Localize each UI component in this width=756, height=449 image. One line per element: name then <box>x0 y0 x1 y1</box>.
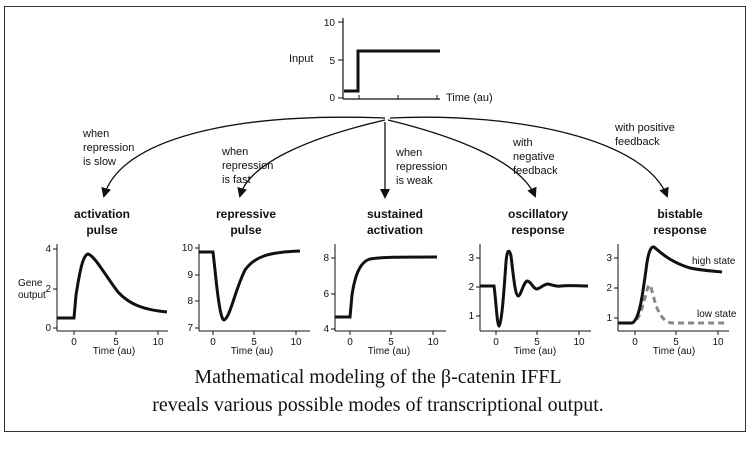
p2-xtick-10: 10 <box>290 337 302 348</box>
branch-arrows <box>101 116 669 199</box>
p3-x-label: Time (au) <box>368 346 410 357</box>
p2-curve <box>199 249 301 322</box>
arrow-activation-pulse <box>101 116 386 198</box>
panel-5-title-1: bistable <box>657 207 703 221</box>
p3-xtick-0: 0 <box>347 337 353 348</box>
figure-frame <box>4 6 746 432</box>
p1-y-label-1: Gene <box>18 278 43 289</box>
branch-label-4: with negative feedback <box>512 137 558 177</box>
p1-curve <box>57 252 168 320</box>
branch-1-line-1: when <box>82 128 109 140</box>
branch-label-5: with positive feedback <box>614 122 675 148</box>
p5-x-label: Time (au) <box>653 346 695 357</box>
p5-ytick-3: 3 <box>606 253 612 264</box>
panel-bistable-response: 3 2 1 0 5 10 Time (au) high state low st… <box>606 244 737 357</box>
panel-5-title-2: response <box>653 223 707 237</box>
p2-ytick-7: 7 <box>187 323 193 334</box>
p1-ytick-4: 4 <box>45 244 51 255</box>
p5-high-state-label: high state <box>692 256 736 267</box>
branch-label-1: when repression is slow <box>82 128 134 168</box>
branch-label-3: when repression is weak <box>395 147 447 187</box>
p4-ytick-2: 2 <box>468 282 474 293</box>
branch-4-line-1: with <box>512 137 533 149</box>
p1-x-label: Time (au) <box>93 346 135 357</box>
panel-1-title-1: activation <box>74 207 130 221</box>
input-label: Input <box>289 53 313 65</box>
p2-x-label: Time (au) <box>231 346 273 357</box>
branch-1-line-2: repression <box>83 142 134 154</box>
p2-ytick-8: 8 <box>187 296 193 307</box>
caption-line-1: Mathematical modeling of the β-catenin I… <box>194 366 562 388</box>
input-x-label: Time (au) <box>446 92 493 104</box>
input-plot: 10 5 0 Input Time (au) <box>289 18 493 104</box>
branch-3-line-3: is weak <box>396 175 433 187</box>
panel-repressive-pulse: 10 9 8 7 0 5 10 Time (au) <box>182 243 310 357</box>
p1-y-label-2: output <box>18 290 46 301</box>
arrow-bistable-response <box>389 116 669 198</box>
panel-2-title-1: repressive <box>216 207 276 221</box>
panel-sustained-activation: 8 6 4 0 5 10 Time (au) <box>323 244 446 357</box>
p2-ytick-10: 10 <box>182 243 194 254</box>
p3-xtick-5: 5 <box>388 337 394 348</box>
branch-4-line-2: negative <box>513 151 555 163</box>
p5-low-state-curve <box>618 283 728 325</box>
caption-line-2: reveals various possible modes of transc… <box>152 394 604 416</box>
p5-high-state-curve <box>618 245 723 325</box>
p5-xtick-5: 5 <box>673 337 679 348</box>
p1-xtick-10: 10 <box>152 337 164 348</box>
p3-ytick-6: 6 <box>323 289 329 300</box>
panel-activation-pulse: 4 2 0 0 5 10 Time (au) Gene output <box>18 244 168 357</box>
p4-curve <box>480 249 589 328</box>
p4-xtick-10: 10 <box>573 337 585 348</box>
branch-5-line-2: feedback <box>615 136 660 148</box>
p2-xtick-0: 0 <box>210 337 216 348</box>
p5-ytick-1: 1 <box>606 313 612 324</box>
branch-label-2: when repression is fast <box>221 146 273 186</box>
branch-2-line-3: is fast <box>222 174 251 186</box>
input-ytick-10: 10 <box>324 18 336 29</box>
p4-ytick-3: 3 <box>468 253 474 264</box>
p3-ytick-8: 8 <box>323 253 329 264</box>
panel-4-title-1: oscillatory <box>508 207 568 221</box>
p4-ytick-1: 1 <box>468 311 474 322</box>
input-ytick-5: 5 <box>329 56 335 67</box>
panel-1-title-2: pulse <box>86 223 118 237</box>
panel-oscillatory-response: 3 2 1 0 5 10 Time (au) <box>468 244 591 357</box>
p4-x-label: Time (au) <box>514 346 556 357</box>
p1-ytick-0: 0 <box>45 323 51 334</box>
p4-xtick-0: 0 <box>493 337 499 348</box>
branch-5-line-1: with positive <box>614 122 675 134</box>
branch-3-line-1: when <box>395 147 422 159</box>
p2-xtick-5: 5 <box>251 337 257 348</box>
branch-4-line-3: feedback <box>513 165 558 177</box>
p5-xtick-0: 0 <box>632 337 638 348</box>
branch-2-line-1: when <box>221 146 248 158</box>
input-step-curve <box>344 49 440 93</box>
p3-curve <box>335 255 438 319</box>
branch-1-line-3: is slow <box>83 156 116 168</box>
p3-ytick-4: 4 <box>323 324 329 335</box>
input-ytick-0: 0 <box>329 93 335 104</box>
branch-2-line-2: repression <box>222 160 273 172</box>
p4-xtick-5: 5 <box>534 337 540 348</box>
p3-xtick-10: 10 <box>427 337 439 348</box>
p1-ytick-2: 2 <box>45 284 51 295</box>
panel-3-title-1: sustained <box>367 207 423 221</box>
p5-low-state-label: low state <box>697 309 737 320</box>
panel-3-title-2: activation <box>367 223 423 237</box>
panel-4-title-2: response <box>511 223 565 237</box>
arrow-repressive-pulse <box>237 119 386 198</box>
panel-titles: activation pulse repressive pulse sustai… <box>74 207 707 237</box>
p5-ytick-2: 2 <box>606 283 612 294</box>
p1-xtick-5: 5 <box>113 337 119 348</box>
arrow-oscillatory-response <box>387 119 537 198</box>
panel-2-title-2: pulse <box>230 223 262 237</box>
branch-3-line-2: repression <box>396 161 447 173</box>
p1-xtick-0: 0 <box>71 337 77 348</box>
p5-xtick-10: 10 <box>712 337 724 348</box>
p2-ytick-9: 9 <box>187 270 193 281</box>
